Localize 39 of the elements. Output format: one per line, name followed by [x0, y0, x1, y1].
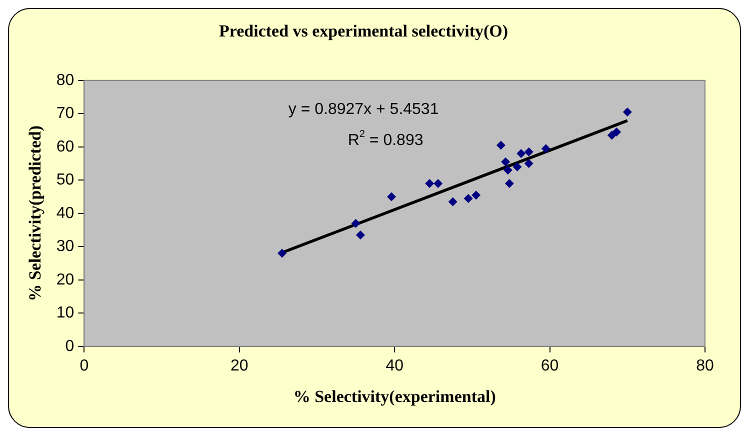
point	[622, 107, 632, 116]
x-tick-label: 60	[540, 357, 559, 374]
point	[512, 162, 522, 172]
point	[351, 218, 360, 228]
point	[386, 192, 396, 202]
y-tick-label: 40	[56, 204, 74, 222]
point	[607, 130, 616, 140]
y-tick-label: 0	[65, 338, 74, 355]
point	[425, 178, 434, 188]
point	[448, 197, 458, 206]
x-tick-label: 80	[696, 357, 714, 374]
point	[503, 166, 512, 175]
point	[524, 159, 534, 168]
y-tick-label: 70	[56, 105, 74, 122]
y-tick-label: 80	[56, 72, 74, 89]
x-tick-label: 0	[80, 357, 89, 374]
point	[464, 194, 473, 203]
point	[496, 140, 506, 150]
x-tick-label: 20	[230, 357, 248, 374]
point	[434, 178, 443, 188]
y-tick-label: 20	[56, 271, 74, 288]
point	[524, 147, 534, 156]
y-tick-label: 50	[56, 172, 74, 189]
point	[612, 127, 622, 136]
point	[356, 230, 365, 240]
point	[278, 248, 287, 258]
point	[541, 144, 550, 154]
y-tick-label: 30	[56, 238, 74, 256]
chart-title: Predicted vs experimental selectivity(O)	[218, 22, 508, 41]
point	[516, 149, 526, 158]
annotation: y = 0.8927x + 5.4531	[288, 100, 439, 118]
y-axis-title: % Selectivity(predicted)	[26, 126, 45, 302]
point	[501, 157, 510, 166]
x-tick-label: 40	[386, 357, 404, 374]
x-axis-title: % Selectivity(experimental)	[293, 387, 496, 406]
point	[504, 178, 514, 188]
point	[472, 190, 481, 200]
y-tick-label: 60	[56, 138, 74, 156]
y-tick-label: 10	[56, 304, 74, 322]
